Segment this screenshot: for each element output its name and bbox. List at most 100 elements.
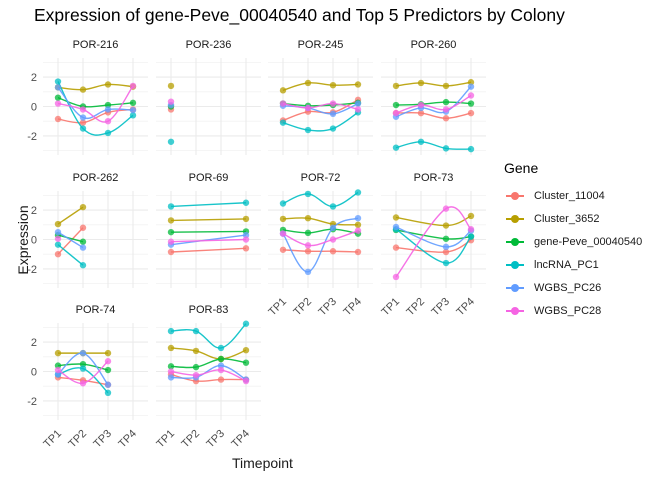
x-tick-label: TP2 bbox=[291, 296, 314, 319]
data-point-wgbs_pc26 bbox=[129, 106, 137, 114]
data-point-wgbs_pc26 bbox=[304, 268, 312, 276]
series-line-wgbs_pc28 bbox=[170, 238, 247, 243]
x-tick-label: TP1 bbox=[41, 428, 64, 451]
series-line-cluster_11004 bbox=[170, 247, 247, 253]
data-point-lncrna_pc1 bbox=[54, 78, 62, 85]
data-point-wgbs_pc28 bbox=[467, 92, 475, 99]
data-point-cluster_3652 bbox=[467, 212, 475, 220]
data-point-wgbs_pc26 bbox=[54, 228, 62, 236]
data-point-cluster_3652 bbox=[167, 82, 175, 90]
data-point-cluster_11004 bbox=[167, 248, 175, 256]
series-line-wgbs_pc26 bbox=[282, 217, 359, 273]
data-point-wgbs_pc26 bbox=[329, 110, 337, 118]
data-point-wgbs_pc28 bbox=[167, 238, 175, 245]
data-point-lncrna_pc1 bbox=[129, 112, 137, 119]
data-point-cluster_3652 bbox=[192, 347, 200, 355]
legend-item: Cluster_11004 bbox=[504, 184, 642, 207]
data-point-wgbs_pc26 bbox=[442, 243, 450, 251]
data-point-lncrna_pc1 bbox=[467, 233, 475, 240]
data-point-gene-peve_00040540 bbox=[192, 363, 200, 371]
legend-item: Cluster_3652 bbox=[504, 207, 642, 230]
data-point-lncrna_pc1 bbox=[192, 327, 200, 335]
data-point-cluster_3652 bbox=[79, 203, 87, 211]
series-line-cluster_3652 bbox=[170, 218, 247, 222]
data-point-lncrna_pc1 bbox=[54, 241, 62, 248]
data-point-wgbs_pc26 bbox=[392, 223, 400, 231]
legend-title: Gene bbox=[504, 160, 539, 176]
data-point-lncrna_pc1 bbox=[392, 144, 400, 151]
data-point-cluster_3652 bbox=[167, 217, 175, 224]
data-point-wgbs_pc26 bbox=[79, 244, 87, 251]
data-point-cluster_3652 bbox=[392, 214, 400, 221]
data-point-gene-peve_00040540 bbox=[467, 100, 475, 107]
data-point-cluster_11004 bbox=[329, 248, 337, 255]
data-point-lncrna_pc1 bbox=[167, 203, 175, 210]
data-point-wgbs_pc26 bbox=[217, 362, 225, 369]
data-point-cluster_3652 bbox=[329, 81, 337, 89]
x-tick-label: TP2 bbox=[66, 428, 89, 451]
data-point-cluster_11004 bbox=[54, 115, 62, 123]
series-line-lncrna_pc1 bbox=[282, 191, 359, 208]
data-point-lncrna_pc1 bbox=[279, 119, 287, 126]
data-point-cluster_11004 bbox=[442, 248, 450, 256]
chart-title: Expression of gene-Peve_00040540 and Top… bbox=[34, 5, 565, 25]
data-point-wgbs_pc28 bbox=[54, 100, 62, 107]
data-point-gene-peve_00040540 bbox=[129, 99, 137, 107]
data-point-lncrna_pc1 bbox=[442, 259, 450, 267]
facet-panel-por-72: POR-72 TP1 TP2 TP3 TP4 bbox=[266, 172, 373, 318]
data-point-cluster_3652 bbox=[279, 215, 287, 223]
facet-panel-por-216: POR-216 2 0 -2 bbox=[27, 39, 148, 155]
facet-strip-label: POR-216 bbox=[73, 39, 119, 51]
data-point-wgbs_pc26 bbox=[54, 84, 62, 91]
x-tick-label: TP3 bbox=[316, 296, 339, 319]
data-point-wgbs_pc26 bbox=[79, 349, 87, 357]
series-line-cluster_3652 bbox=[282, 217, 359, 226]
series-line-lncrna_pc1 bbox=[395, 141, 472, 150]
data-point-cluster_3652 bbox=[304, 214, 312, 222]
data-point-cluster_3652 bbox=[79, 86, 87, 93]
legend-item: WGBS_PC28 bbox=[504, 299, 642, 322]
data-point-wgbs_pc28 bbox=[304, 104, 312, 112]
y-tick-label: 2 bbox=[31, 205, 37, 217]
y-tick-label: 0 bbox=[31, 367, 37, 379]
data-point-cluster_11004 bbox=[442, 115, 450, 122]
data-point-cluster_3652 bbox=[279, 87, 287, 94]
data-point-cluster_11004 bbox=[79, 119, 87, 126]
facet-panel-por-83: POR-83 TP1 TP2 TP3 TP4 bbox=[154, 304, 261, 450]
data-point-cluster_3652 bbox=[167, 344, 175, 352]
data-point-cluster_3652 bbox=[442, 82, 450, 90]
data-point-lncrna_pc1 bbox=[104, 389, 112, 397]
y-tick-label: 0 bbox=[31, 235, 37, 247]
data-point-lncrna_pc1 bbox=[167, 138, 175, 145]
series-line-cluster_11004 bbox=[395, 112, 472, 119]
y-tick-label: -2 bbox=[27, 131, 37, 143]
data-point-wgbs_pc28 bbox=[242, 236, 250, 243]
data-point-cluster_3652 bbox=[467, 79, 475, 86]
data-point-cluster_11004 bbox=[392, 244, 400, 251]
data-point-lncrna_pc1 bbox=[79, 365, 87, 372]
legend-key-icon bbox=[504, 235, 526, 249]
legend-label: gene-Peve_00040540 bbox=[534, 235, 643, 248]
legend-key-icon bbox=[504, 212, 526, 226]
series-line-cluster_3652 bbox=[282, 82, 359, 92]
y-tick-label: 2 bbox=[31, 72, 37, 84]
series-line-lncrna_pc1 bbox=[395, 228, 472, 264]
data-point-cluster_3652 bbox=[242, 346, 250, 354]
data-point-cluster_11004 bbox=[217, 376, 225, 383]
legend-key-icon bbox=[504, 189, 526, 203]
series-line-gene-peve_00040540 bbox=[282, 228, 359, 235]
data-point-lncrna_pc1 bbox=[467, 145, 475, 153]
series-line-wgbs_pc28 bbox=[170, 369, 247, 382]
facet-panel-por-69: POR-69 bbox=[156, 172, 261, 288]
series-line-cluster_3652 bbox=[170, 347, 247, 360]
series-line-wgbs_pc26 bbox=[395, 86, 472, 118]
x-tick-label: TP4 bbox=[116, 428, 139, 451]
data-point-lncrna_pc1 bbox=[304, 126, 312, 134]
facet-panel-por-74: POR-74 2 0 -2 TP1 TP2 TP3 TP4 bbox=[27, 304, 148, 450]
data-point-gene-peve_00040540 bbox=[167, 363, 175, 370]
data-point-wgbs_pc26 bbox=[242, 231, 250, 239]
x-axis-label: Timepoint bbox=[232, 455, 293, 471]
data-point-gene-peve_00040540 bbox=[392, 101, 400, 109]
data-point-gene-peve_00040540 bbox=[442, 235, 450, 242]
